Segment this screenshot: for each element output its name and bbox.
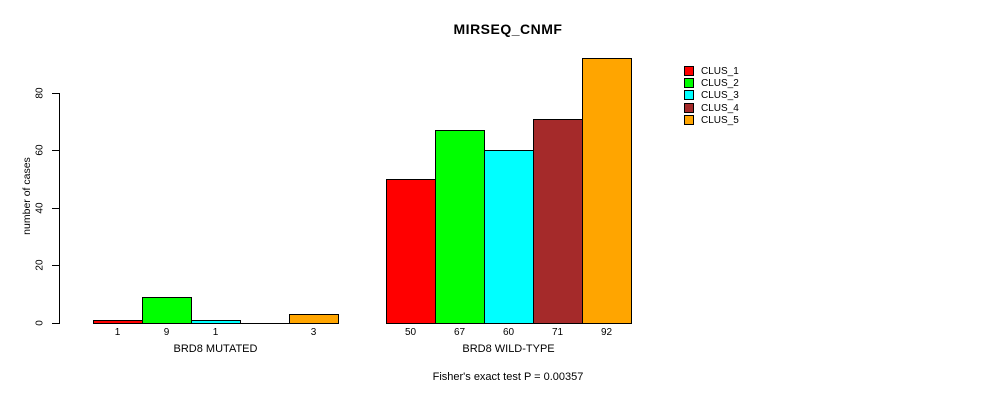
y-axis-tick-label: 60 xyxy=(34,144,46,156)
chart-title: MIRSEQ_CNMF xyxy=(453,21,563,37)
bar-clus_4 xyxy=(533,119,583,324)
y-axis-tick-label: 80 xyxy=(34,87,46,99)
bar-clus_1 xyxy=(93,320,143,324)
legend-item-label: CLUS_1 xyxy=(701,66,739,77)
group-label: BRD8 MUTATED xyxy=(173,343,258,355)
legend-item-label: CLUS_3 xyxy=(701,90,739,101)
bar-value-label: 60 xyxy=(502,327,515,338)
legend-swatch xyxy=(684,78,694,88)
bar-clus_2 xyxy=(435,130,485,324)
bar-value-label: 50 xyxy=(404,327,417,338)
bar-value-label: 1 xyxy=(212,327,219,338)
bar-clus_2 xyxy=(142,297,192,324)
y-axis-tick xyxy=(52,93,59,94)
bar-clus_5 xyxy=(289,314,339,324)
bar-value-label: 67 xyxy=(453,327,466,338)
fisher-test-caption: Fisher's exact test P = 0.00357 xyxy=(432,371,584,383)
bar-value-label: 92 xyxy=(600,327,613,338)
y-axis-tick xyxy=(52,323,59,324)
y-axis-label: number of cases xyxy=(21,157,33,235)
bar-value-label: 71 xyxy=(551,327,564,338)
bar-value-label: 9 xyxy=(163,327,170,338)
bar-value-label: 3 xyxy=(310,327,317,338)
bar-clus_3 xyxy=(191,320,241,324)
legend-item-label: CLUS_4 xyxy=(701,103,739,114)
legend-swatch xyxy=(684,66,694,76)
group-label: BRD8 WILD-TYPE xyxy=(462,343,555,355)
y-axis-tick xyxy=(52,150,59,151)
legend-swatch xyxy=(684,90,694,100)
bar-clus_3 xyxy=(484,150,534,324)
y-axis-line xyxy=(59,93,60,324)
legend-item-label: CLUS_2 xyxy=(701,78,739,89)
y-axis-tick-label: 0 xyxy=(34,320,46,326)
y-axis-tick xyxy=(52,265,59,266)
y-axis-tick-label: 20 xyxy=(34,259,46,271)
bar-clus_1 xyxy=(386,179,436,324)
bar-value-label: 1 xyxy=(114,327,121,338)
bar-clus_5 xyxy=(582,58,632,324)
legend-swatch xyxy=(684,115,694,125)
legend-item-label: CLUS_5 xyxy=(701,115,739,126)
y-axis-tick-label: 40 xyxy=(34,202,46,214)
y-axis-tick xyxy=(52,208,59,209)
legend-swatch xyxy=(684,103,694,113)
